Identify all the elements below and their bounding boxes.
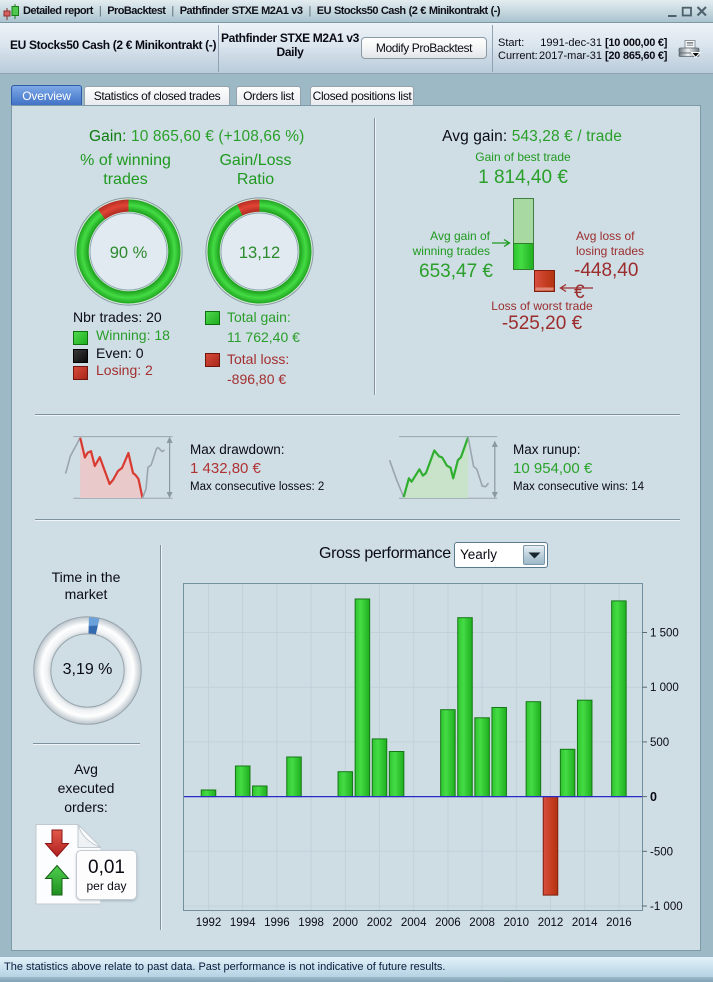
svg-text:2004: 2004 bbox=[401, 917, 427, 929]
svg-text:2010: 2010 bbox=[504, 917, 530, 929]
svg-text:-1 000: -1 000 bbox=[650, 901, 683, 913]
svg-text:2006: 2006 bbox=[435, 917, 461, 929]
svg-text:2000: 2000 bbox=[333, 917, 359, 929]
svg-text:2008: 2008 bbox=[469, 917, 495, 929]
svg-text:1 000: 1 000 bbox=[650, 682, 679, 694]
svg-text:2016: 2016 bbox=[606, 917, 632, 929]
svg-text:1996: 1996 bbox=[264, 917, 290, 929]
svg-text:2002: 2002 bbox=[367, 917, 393, 929]
svg-text:0: 0 bbox=[650, 790, 657, 804]
svg-text:1 500: 1 500 bbox=[650, 628, 679, 640]
svg-text:2014: 2014 bbox=[572, 917, 598, 929]
svg-text:1992: 1992 bbox=[196, 917, 222, 929]
svg-text:1994: 1994 bbox=[230, 917, 256, 929]
svg-text:-500: -500 bbox=[650, 846, 673, 858]
svg-text:1998: 1998 bbox=[298, 917, 324, 929]
svg-text:500: 500 bbox=[650, 737, 669, 749]
svg-text:2012: 2012 bbox=[538, 917, 564, 929]
